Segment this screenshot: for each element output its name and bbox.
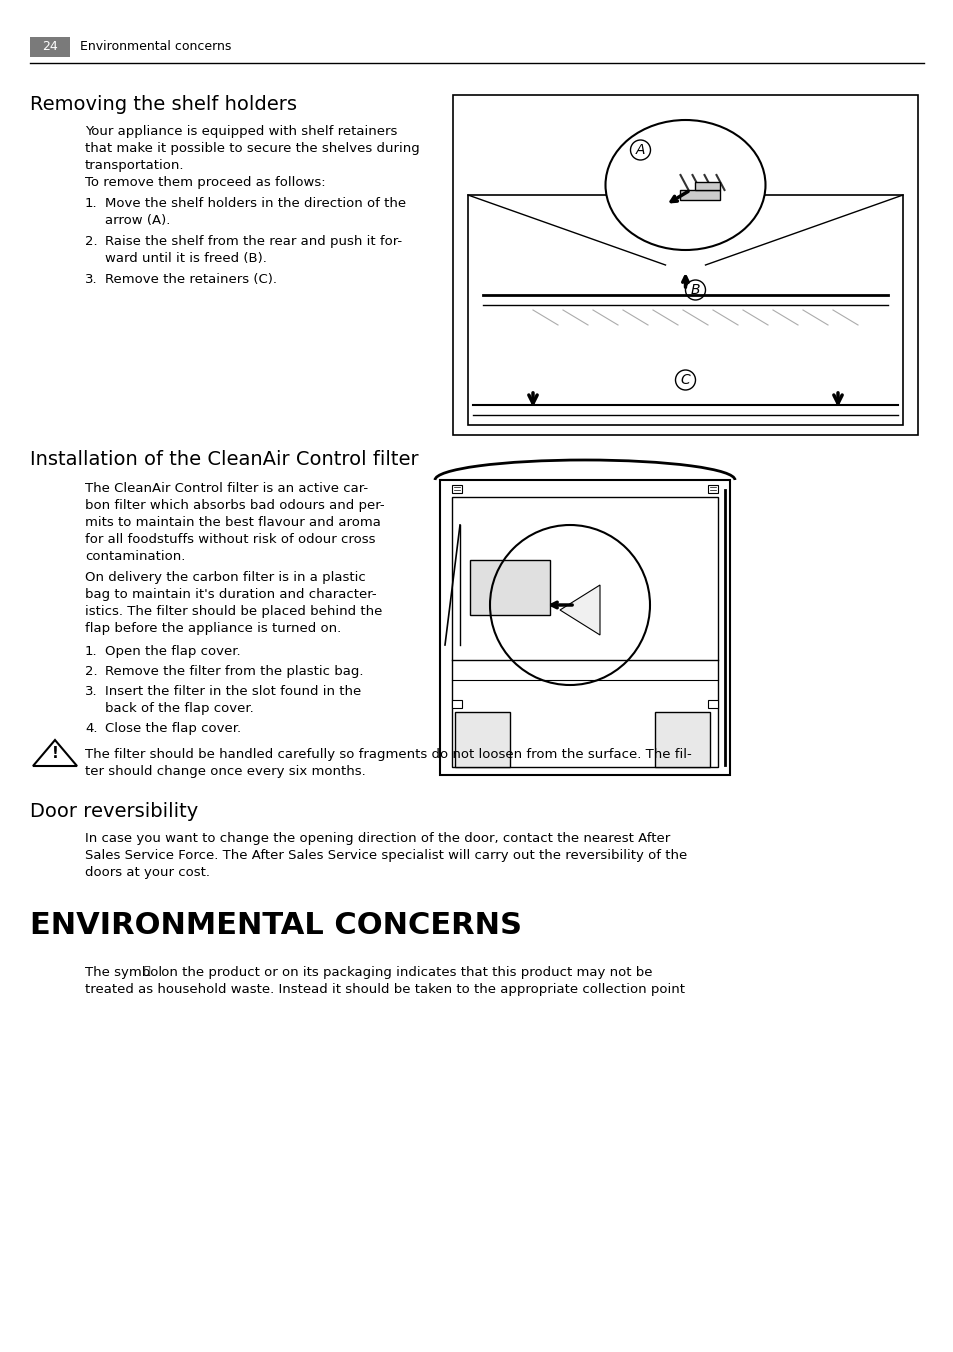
Text: ⛔: ⛔ bbox=[144, 965, 151, 976]
Ellipse shape bbox=[605, 120, 764, 250]
Text: 3.: 3. bbox=[85, 685, 97, 698]
Text: 1.: 1. bbox=[85, 197, 97, 210]
Text: 1.: 1. bbox=[85, 645, 97, 658]
Text: 2.: 2. bbox=[85, 665, 97, 677]
Text: Move the shelf holders in the direction of the: Move the shelf holders in the direction … bbox=[105, 197, 406, 210]
Text: transportation.: transportation. bbox=[85, 160, 184, 172]
Text: Remove the filter from the plastic bag.: Remove the filter from the plastic bag. bbox=[105, 665, 363, 677]
Text: Door reversibility: Door reversibility bbox=[30, 802, 198, 821]
Text: On delivery the carbon filter is in a plastic: On delivery the carbon filter is in a pl… bbox=[85, 571, 365, 584]
Text: bon filter which absorbs bad odours and per-: bon filter which absorbs bad odours and … bbox=[85, 499, 384, 512]
Text: istics. The filter should be placed behind the: istics. The filter should be placed behi… bbox=[85, 604, 382, 618]
Text: To remove them proceed as follows:: To remove them proceed as follows: bbox=[85, 176, 325, 189]
Text: A: A bbox=[635, 143, 644, 157]
Text: on the product or on its packaging indicates that this product may not be: on the product or on its packaging indic… bbox=[156, 965, 652, 979]
Text: Raise the shelf from the rear and push it for-: Raise the shelf from the rear and push i… bbox=[105, 235, 402, 247]
Bar bbox=[439, 480, 729, 775]
Bar bbox=[695, 183, 720, 191]
Bar bbox=[655, 713, 709, 767]
Text: !: ! bbox=[51, 746, 58, 761]
Text: The CleanAir Control filter is an active car-: The CleanAir Control filter is an active… bbox=[85, 483, 368, 495]
Text: Removing the shelf holders: Removing the shelf holders bbox=[30, 95, 296, 114]
Bar bbox=[452, 498, 718, 767]
Text: arrow (A).: arrow (A). bbox=[105, 214, 171, 227]
Text: Close the flap cover.: Close the flap cover. bbox=[105, 722, 241, 735]
Bar bbox=[453, 95, 917, 435]
Text: that make it possible to secure the shelves during: that make it possible to secure the shel… bbox=[85, 142, 419, 155]
Text: Your appliance is equipped with shelf retainers: Your appliance is equipped with shelf re… bbox=[85, 124, 397, 138]
Text: contamination.: contamination. bbox=[85, 550, 185, 562]
Bar bbox=[679, 191, 720, 200]
Text: The symbol: The symbol bbox=[85, 965, 166, 979]
Text: 24: 24 bbox=[42, 41, 58, 54]
Bar bbox=[707, 700, 718, 708]
Text: ter should change once every six months.: ter should change once every six months. bbox=[85, 765, 365, 777]
Text: Open the flap cover.: Open the flap cover. bbox=[105, 645, 240, 658]
Text: Sales Service Force. The After Sales Service specialist will carry out the rever: Sales Service Force. The After Sales Ser… bbox=[85, 849, 686, 863]
Bar bbox=[452, 700, 461, 708]
Bar bbox=[468, 195, 902, 425]
Text: C: C bbox=[679, 373, 690, 387]
Text: Installation of the CleanAir Control filter: Installation of the CleanAir Control fil… bbox=[30, 450, 418, 469]
Text: 2.: 2. bbox=[85, 235, 97, 247]
Text: The filter should be handled carefully so fragments do not loosen from the surfa: The filter should be handled carefully s… bbox=[85, 748, 691, 761]
Text: back of the flap cover.: back of the flap cover. bbox=[105, 702, 253, 715]
Text: treated as household waste. Instead it should be taken to the appropriate collec: treated as household waste. Instead it s… bbox=[85, 983, 684, 996]
Text: flap before the appliance is turned on.: flap before the appliance is turned on. bbox=[85, 622, 341, 635]
Bar bbox=[455, 713, 510, 767]
Text: Remove the retainers (C).: Remove the retainers (C). bbox=[105, 273, 276, 287]
Text: bag to maintain it's duration and character-: bag to maintain it's duration and charac… bbox=[85, 588, 376, 602]
FancyBboxPatch shape bbox=[30, 37, 70, 57]
Text: Insert the filter in the slot found in the: Insert the filter in the slot found in t… bbox=[105, 685, 361, 698]
Text: mits to maintain the best flavour and aroma: mits to maintain the best flavour and ar… bbox=[85, 516, 380, 529]
Text: doors at your cost.: doors at your cost. bbox=[85, 867, 210, 879]
Text: 4.: 4. bbox=[85, 722, 97, 735]
Bar bbox=[452, 485, 461, 493]
Text: 3.: 3. bbox=[85, 273, 97, 287]
Text: In case you want to change the opening direction of the door, contact the neares: In case you want to change the opening d… bbox=[85, 831, 670, 845]
Text: B: B bbox=[690, 283, 700, 297]
Bar bbox=[707, 485, 718, 493]
Text: ENVIRONMENTAL CONCERNS: ENVIRONMENTAL CONCERNS bbox=[30, 911, 521, 940]
Polygon shape bbox=[559, 585, 599, 635]
Text: for all foodstuffs without risk of odour cross: for all foodstuffs without risk of odour… bbox=[85, 533, 375, 546]
Bar bbox=[470, 560, 550, 615]
Text: Environmental concerns: Environmental concerns bbox=[80, 41, 232, 54]
Text: ward until it is freed (B).: ward until it is freed (B). bbox=[105, 251, 267, 265]
